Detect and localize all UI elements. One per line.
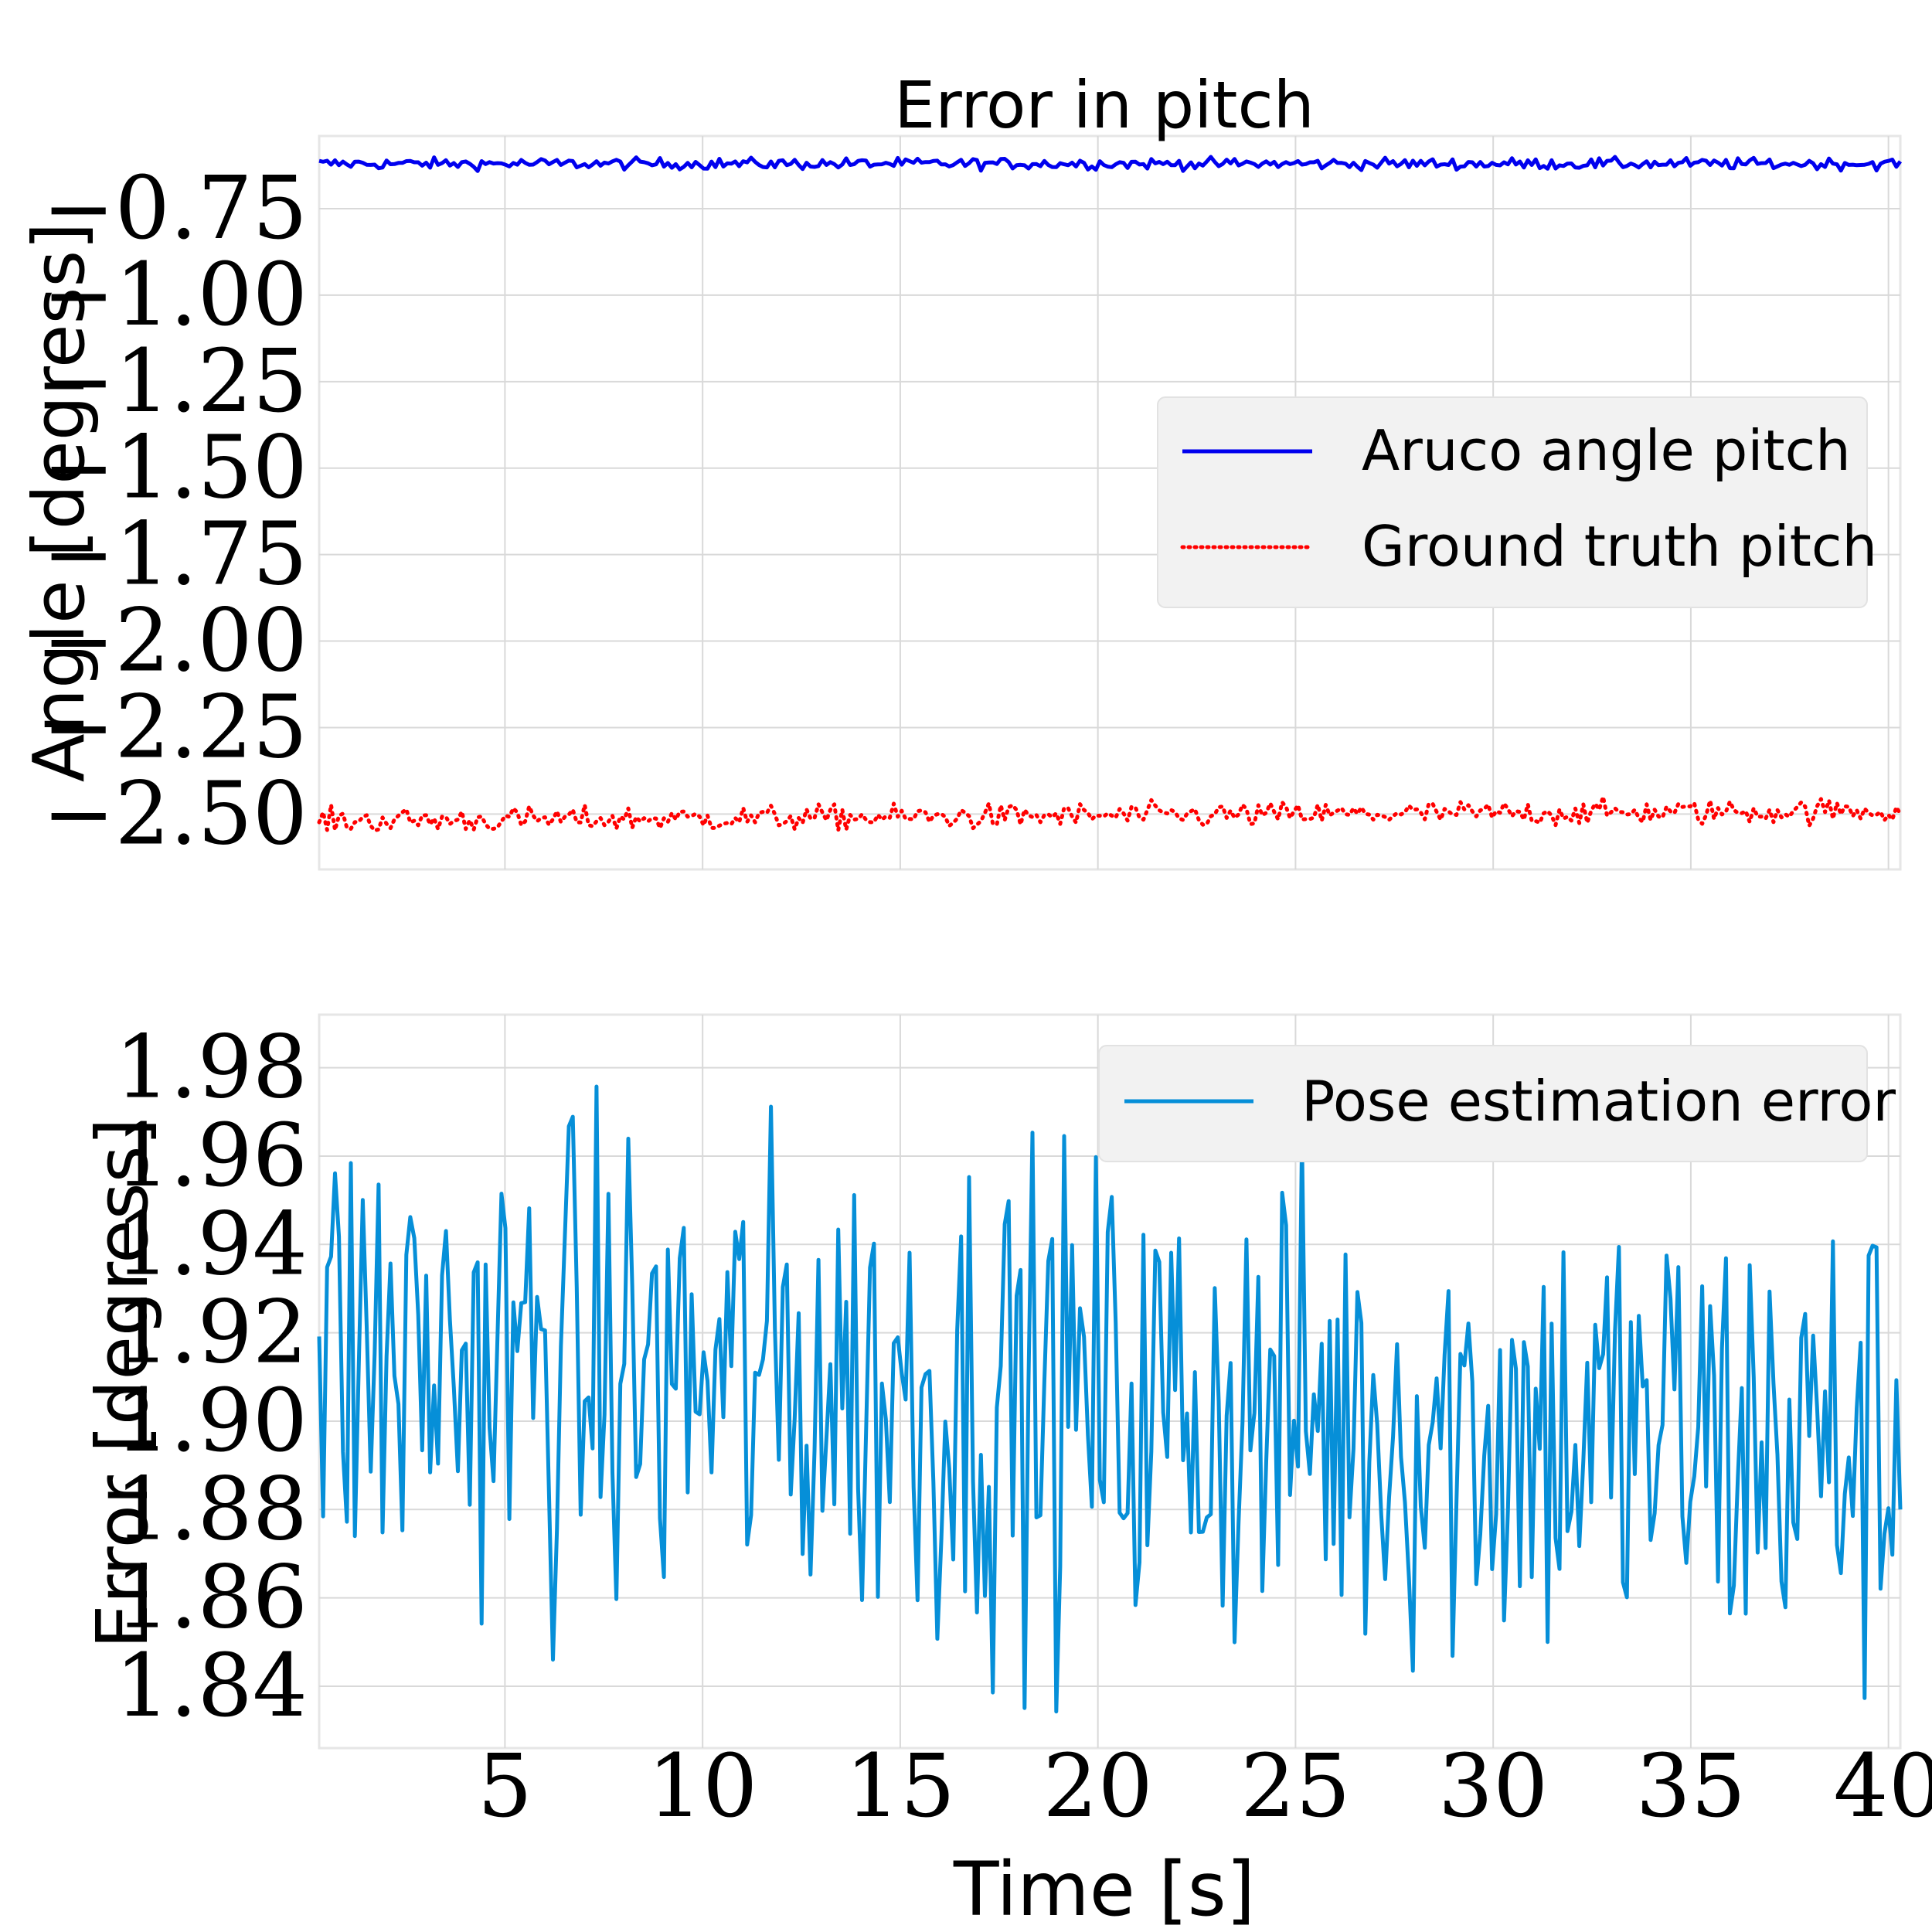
- legend-label-pose-error: Pose estimation error: [1301, 1069, 1896, 1134]
- x-tick-label: 15: [845, 1736, 956, 1837]
- bottom-y-axis-label: Error [degress]: [81, 1118, 164, 1649]
- bottom-y-tick-label: 1.98: [115, 1018, 308, 1118]
- x-tick-label: 10: [648, 1736, 758, 1837]
- bottom-y-tick-labels: 1.841.861.881.901.921.941.961.98: [115, 1018, 308, 1736]
- x-tick-label: 25: [1240, 1736, 1351, 1837]
- top-y-tick-label: −0.75: [43, 158, 308, 259]
- bottom-y-tick-label: 1.86: [115, 1548, 308, 1648]
- bottom-y-tick-label: 1.94: [115, 1194, 308, 1294]
- top-y-tick-label: −2.50: [43, 764, 308, 864]
- top-y-tick-labels: −0.75−1.00−1.25−1.50−1.75−2.00−2.25−2.50: [43, 158, 308, 864]
- bottom-legend: Pose estimation error: [1098, 1045, 1896, 1162]
- bottom-y-tick-label: 1.84: [115, 1636, 308, 1736]
- top-y-tick-label: −2.00: [43, 591, 308, 692]
- top-y-tick-label: −1.25: [43, 332, 308, 432]
- top-y-tick-label: −1.00: [43, 245, 308, 345]
- top-y-axis-label: Angle [degress]: [18, 223, 100, 783]
- bottom-y-tick-label: 1.96: [115, 1106, 308, 1206]
- x-tick-label: 20: [1043, 1736, 1153, 1837]
- legend-label-aruco: Aruco angle pitch: [1362, 418, 1851, 483]
- x-axis-label: Time [s]: [953, 1846, 1255, 1932]
- top-y-tick-label: −1.75: [43, 505, 308, 605]
- top-chart-panel: −0.75−1.00−1.25−1.50−1.75−2.00−2.25−2.50…: [18, 67, 1903, 871]
- top-series-line-0: [318, 155, 1903, 173]
- x-tick-label: 35: [1636, 1736, 1747, 1837]
- bottom-series-group: [317, 1084, 1903, 1714]
- top-legend: Aruco angle pitch Ground truth pitch: [1157, 396, 1877, 608]
- x-tick-label: 5: [478, 1736, 532, 1837]
- top-series-line-1: [317, 794, 1903, 833]
- bottom-y-tick-label: 1.92: [115, 1283, 308, 1383]
- bottom-legend-box: [1098, 1045, 1868, 1162]
- x-tick-label: 30: [1438, 1736, 1549, 1837]
- legend-label-ground-truth: Ground truth pitch: [1362, 514, 1877, 579]
- bottom-x-tick-labels: 5 10 15 20 25 30 35 40: [478, 1736, 1932, 1837]
- top-series-group: [317, 155, 1903, 833]
- top-y-tick-label: −2.25: [43, 677, 308, 777]
- top-chart-title: Error in pitch: [894, 67, 1315, 143]
- bottom-y-tick-label: 1.90: [115, 1371, 308, 1471]
- top-legend-box: [1157, 396, 1868, 608]
- x-tick-label: 40: [1833, 1736, 1932, 1837]
- top-y-tick-label: −1.50: [43, 418, 308, 519]
- bottom-chart-panel: 1.841.861.881.901.921.941.961.98 5 10 15 20…: [81, 1013, 1932, 1932]
- bottom-y-tick-label: 1.88: [115, 1459, 308, 1560]
- bottom-series-line-0: [317, 1084, 1903, 1714]
